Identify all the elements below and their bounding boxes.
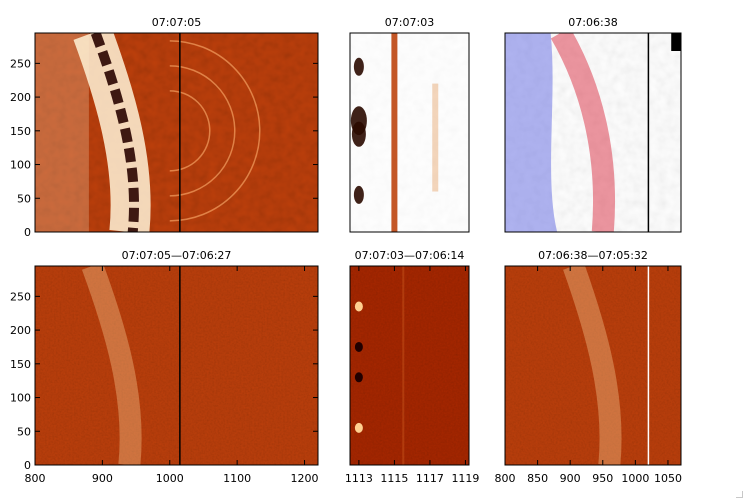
panel-image — [505, 266, 681, 465]
bright-region — [35, 33, 89, 232]
panel-frame — [504, 265, 682, 466]
dark-blob — [353, 57, 364, 76]
panel-title: 07:07:03—07:06:14 — [355, 249, 465, 262]
panel-image — [35, 266, 318, 465]
panel-frame — [349, 32, 470, 233]
panel-image — [350, 266, 469, 465]
panel-image — [350, 33, 469, 232]
loop-arc — [169, 90, 211, 172]
y-tick-label: 150 — [10, 125, 31, 138]
corner-mask — [671, 33, 681, 51]
emission-band — [391, 33, 398, 232]
x-tick-label: 900 — [560, 472, 581, 485]
y-tick-label: 150 — [10, 358, 31, 371]
panel-4: 07:07:05—07:06:27 0 50 100 150 200 250 800 900 10… — [10, 249, 319, 485]
y-tick-label: 50 — [17, 192, 31, 205]
blob — [354, 422, 363, 433]
panel-3: 07:06:38 — [504, 16, 682, 233]
y-tick-label: 100 — [10, 392, 31, 405]
x-tick-label: 1115 — [380, 472, 408, 485]
x-tick-label: 950 — [592, 472, 613, 485]
y-tick-label: 250 — [10, 57, 31, 70]
x-tick-label: 1119 — [451, 472, 479, 485]
panel-frame — [504, 32, 682, 233]
y-tick-label: 0 — [24, 459, 31, 472]
panel-texture — [505, 266, 681, 465]
loop-arc — [169, 65, 236, 197]
filament-core — [90, 33, 140, 232]
x-tick-label: 850 — [527, 472, 548, 485]
x-tick-label: 1000 — [156, 472, 184, 485]
dark-blob — [351, 121, 366, 147]
panel-6: 07:06:38—07:05:32 800 850 900 950 1000 1050 — [495, 249, 682, 485]
panel-1: 07:07:05 0 50 100 150 200 250 — [10, 16, 319, 239]
panel-title: 07:07:05—07:06:27 — [122, 249, 232, 262]
x-tick-label: 1117 — [416, 472, 444, 485]
faint-band — [402, 266, 405, 465]
y-tick-label: 200 — [10, 91, 31, 104]
x-tick-label: 1050 — [654, 472, 682, 485]
filament — [81, 266, 142, 465]
panel-texture — [505, 33, 681, 232]
x-tick-label: 900 — [92, 472, 113, 485]
panel-title: 07:06:38 — [568, 16, 617, 29]
blueshift-region — [505, 33, 558, 232]
blob — [354, 301, 363, 312]
redshift-band — [550, 33, 616, 232]
y-tick-label: 250 — [10, 290, 31, 303]
y-tick-label: 200 — [10, 324, 31, 337]
panel-texture — [350, 266, 469, 465]
panel-2: 07:07:03 — [349, 16, 470, 233]
x-tick-label: 800 — [25, 472, 46, 485]
panel-frame — [34, 265, 319, 466]
panel-title: 07:07:05 — [152, 16, 201, 29]
panel-texture — [35, 266, 318, 465]
y-tick-label: 0 — [24, 226, 31, 239]
panel-title: 07:06:38—07:05:32 — [538, 249, 648, 262]
emission-band — [432, 83, 439, 192]
panel-frame — [349, 265, 470, 466]
panel-image — [505, 33, 681, 232]
resize-grip-icon — [736, 491, 743, 498]
x-tick-label: 1000 — [621, 472, 649, 485]
y-tick-label: 100 — [10, 159, 31, 172]
dark-blob — [353, 185, 364, 204]
y-tick-label: 50 — [17, 425, 31, 438]
panel-frame — [34, 32, 319, 233]
panel-image — [35, 33, 318, 232]
panel-texture — [350, 33, 469, 232]
loop-arc — [169, 40, 261, 222]
x-tick-label: 1200 — [291, 472, 319, 485]
blob — [354, 341, 363, 352]
x-tick-label: 1113 — [345, 472, 373, 485]
x-tick-label: 1100 — [223, 472, 251, 485]
x-tick-label: 800 — [495, 472, 516, 485]
filament — [563, 266, 622, 465]
panel-5: 07:07:03—07:06:14 1113 1115 1117 1119 — [345, 249, 480, 485]
panel-title: 07:07:03 — [385, 16, 434, 29]
blob — [354, 372, 363, 383]
